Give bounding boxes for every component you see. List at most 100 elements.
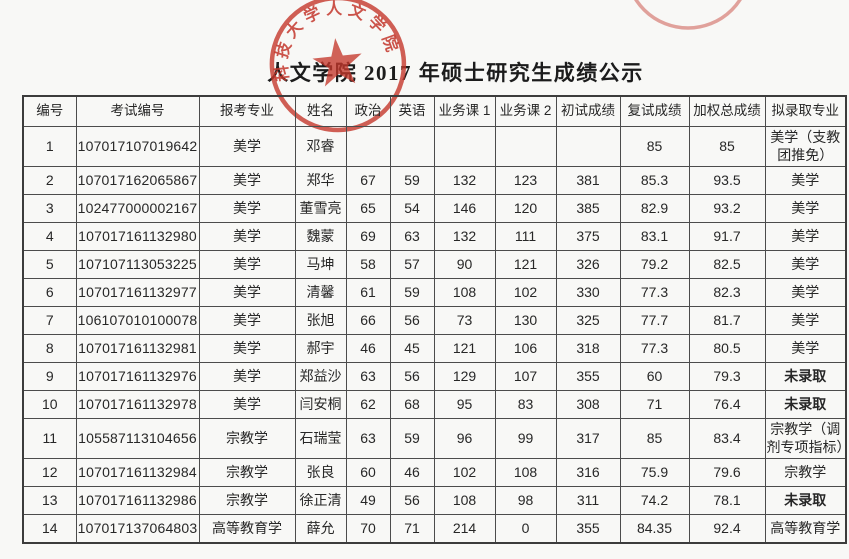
cell-course2: 102 [494,278,557,307]
cell-no: 5 [22,250,77,279]
cell-retest: 60 [619,362,690,391]
header-row: 编号 考试编号 报考专业 姓名 政治 英语 业务课 1 业务课 2 初试成绩 复试成绩 加权总成绩拟… [22,95,847,127]
cell-course1: 129 [433,362,496,391]
cell-course1: 121 [433,334,496,363]
cell-politics: 67 [345,166,391,195]
cell-english: 45 [389,334,435,363]
cell-name: 张旭 [294,306,347,335]
cell-retest: 83.1 [619,222,690,251]
header-admit: 拟录取专业 [764,95,847,127]
cell-exam: 107017162065867 [75,166,200,195]
cell-major: 宗教学 [198,486,296,515]
cell-course2: 120 [494,194,557,223]
cell-course2: 98 [494,486,557,515]
cell-weighted: 78.1 [688,486,766,515]
cell-major: 宗教学 [198,418,296,459]
cell-no: 8 [22,334,77,363]
cell-retest: 85.3 [619,166,690,195]
cell-no: 13 [22,486,77,515]
cell-politics: 46 [345,334,391,363]
cell-weighted: 82.5 [688,250,766,279]
cell-admit: 宗教学（调剂专项指标） [764,418,847,459]
cell-politics: 60 [345,458,391,487]
cell-course2: 107 [494,362,557,391]
cell-english: 57 [389,250,435,279]
cell-admit: 美学（支教团推免） [764,126,847,167]
cell-politics: 69 [345,222,391,251]
cell-admit: 美学 [764,306,847,335]
header-exam: 考试编号 [75,95,200,127]
cell-course2: 130 [494,306,557,335]
cell-course2: 111 [494,222,557,251]
header-weighted: 加权总成绩 [688,95,766,127]
cell-name: 邓睿 [294,126,347,167]
header-retest: 复试成绩 [619,95,690,127]
cell-weighted: 79.3 [688,362,766,391]
cell-english: 54 [389,194,435,223]
header-major: 报考专业 [198,95,296,127]
table-row: 1 107017107019642 美学 邓睿 85 85 美学（支教团推免） [22,126,847,167]
cell-no: 4 [22,222,77,251]
cell-initial: 326 [555,250,621,279]
cell-name: 郑益沙 [294,362,347,391]
table-row: 7 106107010100078 美学 张旭 66 56 73 130 325 77.7 81.7… [22,306,847,335]
cell-course2: 121 [494,250,557,279]
cell-course2: 0 [494,514,557,544]
cell-major: 美学 [198,222,296,251]
cell-initial: 318 [555,334,621,363]
cell-major: 美学 [198,278,296,307]
cell-politics: 49 [345,486,391,515]
cell-major: 宗教学 [198,458,296,487]
cell-retest: 75.9 [619,458,690,487]
cell-course1: 73 [433,306,496,335]
header-course1: 业务课 1 [433,95,496,127]
cell-admit: 未录取 [764,390,847,419]
cell-major: 高等教育学 [198,514,296,544]
cell-admit: 高等教育学 [764,514,847,544]
cell-admit: 宗教学 [764,458,847,487]
cell-course1: 132 [433,222,496,251]
header-course2: 业务课 2 [494,95,557,127]
cell-admit: 美学 [764,334,847,363]
cell-english: 59 [389,418,435,459]
cell-exam: 107107113053225 [75,250,200,279]
cell-name: 徐正清 [294,486,347,515]
cell-course1 [433,126,496,167]
cell-exam: 102477000002167 [75,194,200,223]
cell-name: 董雪亮 [294,194,347,223]
cell-major: 美学 [198,126,296,167]
cell-course2 [494,126,557,167]
cell-admit: 美学 [764,278,847,307]
cell-weighted: 93.5 [688,166,766,195]
cell-exam: 107017161132980 [75,222,200,251]
cell-exam: 107017161132978 [75,390,200,419]
cell-no: 14 [22,514,77,544]
cell-exam: 107017161132986 [75,486,200,515]
table-row: 6 107017161132977 美学 清馨 61 59 108 102 330 77.3 82.… [22,278,847,307]
cell-retest: 71 [619,390,690,419]
cell-retest: 84.35 [619,514,690,544]
cell-no: 11 [22,418,77,459]
cell-name: 马坤 [294,250,347,279]
cell-initial: 385 [555,194,621,223]
page-title: 人文学院 2017 年硕士研究生成绩公示 [267,61,644,85]
cell-weighted: 81.7 [688,306,766,335]
cell-course1: 102 [433,458,496,487]
header-no: 编号 [22,95,77,127]
cell-politics: 61 [345,278,391,307]
cell-admit: 美学 [764,194,847,223]
cell-course1: 90 [433,250,496,279]
cell-no: 3 [22,194,77,223]
cell-retest: 85 [619,126,690,167]
header-politics: 政治 [345,95,391,127]
table-row: 13 107017161132986 宗教学 徐正清 49 56 108 98 311 74.2 7… [22,486,847,515]
cell-english: 59 [389,278,435,307]
cell-exam: 107017137064803 [75,514,200,544]
cell-weighted: 91.7 [688,222,766,251]
cell-no: 2 [22,166,77,195]
cell-politics: 65 [345,194,391,223]
cell-course2: 83 [494,390,557,419]
cell-english: 59 [389,166,435,195]
cell-english: 68 [389,390,435,419]
cell-retest: 77.3 [619,278,690,307]
